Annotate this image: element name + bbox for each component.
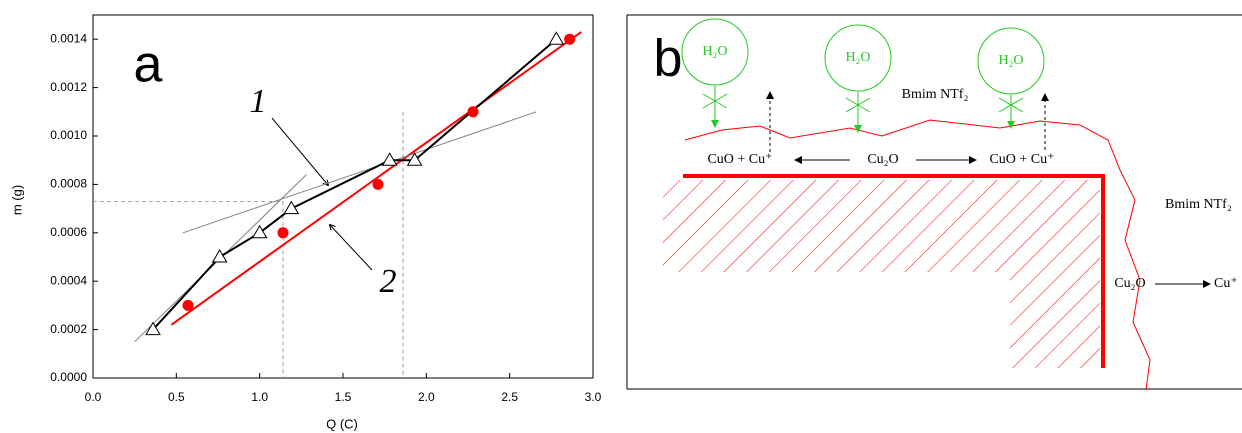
y-tick-label: 0.0010 [50,128,87,142]
water-group [681,18,1045,133]
x-tick-label: 2.5 [501,390,518,404]
panel-label: b [654,30,683,88]
fit-line [182,111,537,234]
water-circle [977,27,1045,95]
annotation-arrow [271,117,328,185]
liquid-label: Bmim NTf₂ [1165,197,1232,212]
x-tick-label: 3.0 [585,390,602,404]
x-axis-label: Q (C) [326,416,358,431]
panel-b: b H₂O H₂O H₂O Bmim NTf₂ Bmim NTf₂ CuO + … [626,14,1242,391]
triangle-marker [283,200,300,215]
product-label: CuO + Cu⁺ [707,152,772,167]
fit-line [170,31,582,326]
side-label: Cu⁺ [1214,276,1238,291]
annotation: 2 [380,263,397,300]
asterisk [845,97,871,113]
circle-marker [182,299,194,311]
series-line [152,38,557,331]
electrode-hatch [663,180,1100,368]
panel-frame [626,14,1242,390]
annotation-arrow [330,225,373,271]
circle-marker [467,106,479,118]
y-axis-label: m (g) [9,185,24,215]
water-label: H₂O [702,44,727,59]
asterisk [998,97,1024,113]
x-tick-label: 2.0 [418,390,435,404]
water-label: H₂O [845,50,870,65]
y-tick-label: 0.0004 [50,273,87,287]
triangle-marker [406,152,423,166]
triangle-marker [548,31,565,45]
liquid-label: Bmim NTf₂ [902,87,969,102]
triangle-marker [145,321,161,336]
y-tick-label: 0.0012 [50,80,87,94]
water-circle [824,24,892,92]
x-tick-label: 1.0 [251,390,268,404]
y-tick-label: 0.0008 [50,177,87,191]
asterisk [702,93,728,109]
circle-marker [564,33,576,45]
plot-frame [92,14,594,379]
electrode-surface [683,174,1105,368]
y-tick-label: 0.0000 [50,370,87,384]
x-tick-label: 1.5 [335,390,352,404]
y-tick-label: 0.0014 [50,31,87,45]
x-tick-label: 0.5 [168,390,185,404]
side-label: Cu₂O [1114,276,1145,291]
annotation: 1 [250,83,267,120]
water-label: H₂O [998,53,1023,68]
y-tick-label: 0.0006 [50,225,87,239]
film-boundary [684,119,1151,391]
x-tick-label: 0.0 [85,390,102,404]
product-label: CuO + Cu⁺ [989,152,1054,167]
circle-marker [372,178,384,190]
y-tick-label: 0.0002 [50,322,87,336]
triangle-marker [251,224,268,239]
triangle-marker [381,152,398,166]
product-label: Cu₂O [867,152,898,167]
water-circle [681,18,749,86]
panel-a: a m (g) Q (C) 1 2 0.00000.00020.00040.00… [9,14,602,431]
triangle-marker [211,249,228,263]
circle-marker [277,227,289,239]
panel-label: a [134,36,163,94]
